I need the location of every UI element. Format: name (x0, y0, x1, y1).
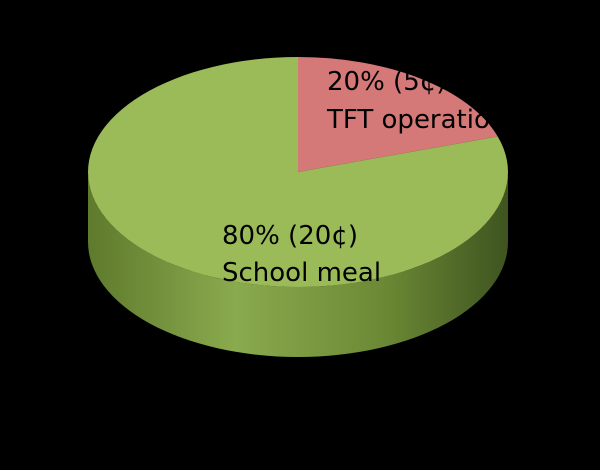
pie-side-wall (88, 172, 508, 357)
slice-label-name-school-meal: School meal (222, 258, 381, 288)
slice-label-pct-tft: 20% (5¢) (327, 67, 446, 97)
pie-slice-tft-operation (298, 57, 498, 172)
slice-label-name-tft: TFT operation (326, 105, 506, 135)
slice-label-pct-school-meal: 80% (20¢) (222, 221, 358, 251)
pie-slice-school-meal (88, 57, 509, 288)
